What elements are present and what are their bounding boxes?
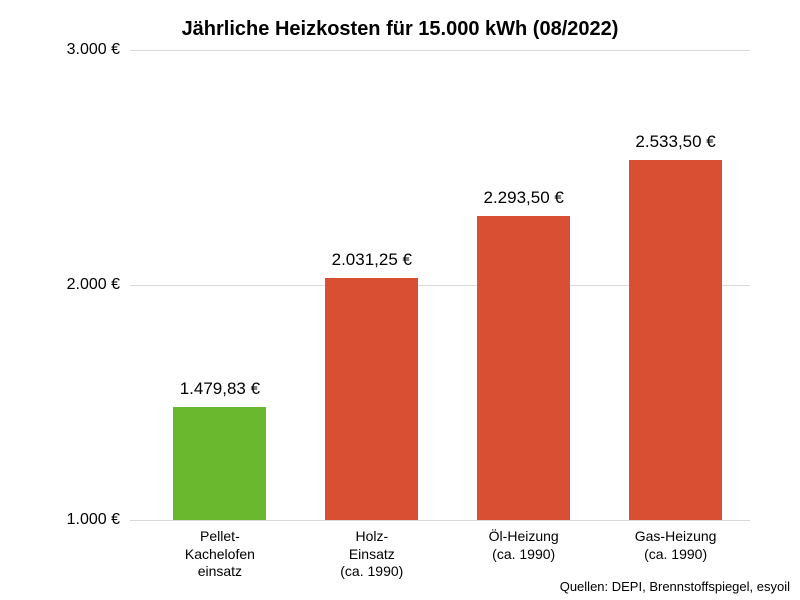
chart-title: Jährliche Heizkosten für 15.000 kWh (08/… [0,18,800,41]
x-category-label: Holz-Einsatz(ca. 1990) [340,528,403,581]
gridline [130,520,750,521]
bar: 2.533,50 € [629,160,722,520]
y-tick-label: 3.000 € [10,41,120,59]
bar-value-label: 2.293,50 € [484,188,564,208]
bar-value-label: 1.479,83 € [180,379,260,399]
bar: 2.031,25 € [325,278,418,520]
x-category-label: Pellet-Kachelofeneinsatz [185,528,255,581]
source-text: Quellen: DEPI, Brennstoffspiegel, esyoil [560,579,790,594]
gridline [130,50,750,51]
y-tick-label: 2.000 € [10,276,120,294]
x-category-label: Gas-Heizung(ca. 1990) [635,528,717,563]
plot-area: 1.479,83 € 2.031,25 € 2.293,50 € 2.533,50 € [130,50,750,520]
bar: 2.293,50 € [477,216,570,520]
bar-value-label: 2.031,25 € [332,250,412,270]
y-tick-label: 1.000 € [10,511,120,529]
x-category-label: Öl-Heizung(ca. 1990) [489,528,559,563]
bar: 1.479,83 € [173,407,266,520]
bar-value-label: 2.533,50 € [635,132,715,152]
